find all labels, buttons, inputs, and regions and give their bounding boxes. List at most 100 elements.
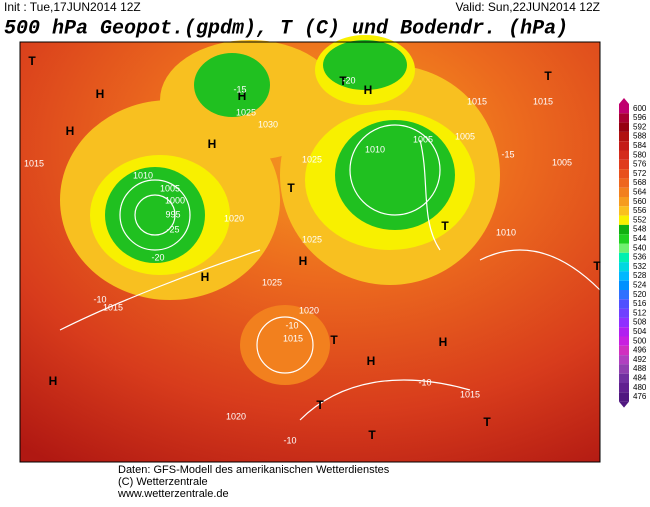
colorbar-cell	[619, 178, 629, 188]
pressure-center: T	[544, 69, 552, 83]
contour-label: 1015	[467, 96, 487, 106]
colorbar-label: 508	[633, 318, 647, 327]
colorbar-cell	[619, 290, 629, 300]
contour-label: -10	[285, 320, 298, 330]
contour-label: -10	[418, 377, 431, 387]
colorbar-label: 576	[633, 160, 647, 169]
footer-line: www.wetterzentrale.de	[117, 488, 229, 500]
contour-label: 1020	[226, 411, 246, 421]
colorbar-cell	[619, 271, 629, 281]
colorbar-cell	[619, 131, 629, 142]
pressure-center: H	[208, 137, 217, 151]
colorbar-label: 504	[633, 327, 647, 336]
colorbar-label: 512	[633, 308, 647, 317]
colorbar-cell	[619, 224, 629, 235]
pressure-center: H	[49, 374, 58, 388]
contour-label: 1015	[283, 333, 303, 343]
colorbar-cell	[619, 252, 629, 263]
colorbar-label: 556	[633, 206, 647, 215]
colorbar-label: 496	[633, 346, 647, 355]
pressure-center: T	[287, 181, 295, 195]
contour-label: 1015	[103, 302, 123, 312]
colorbar-cell	[619, 308, 629, 318]
colorbar-label: 484	[633, 373, 647, 382]
colorbar-label: 536	[633, 253, 647, 262]
colorbar-label: 580	[633, 150, 647, 159]
colorbar-label: 520	[633, 290, 647, 299]
valid-time: Valid: Sun,22JUN2014 12Z	[455, 0, 600, 14]
pressure-center: T	[339, 74, 347, 88]
colorbar-cell	[619, 122, 629, 132]
colorbar-cell	[619, 159, 629, 170]
pressure-center: H	[66, 124, 75, 138]
colorbar-label: 516	[633, 299, 647, 308]
contour-label: 1020	[299, 305, 319, 315]
pressure-center: T	[368, 428, 376, 442]
warm-zone	[240, 305, 330, 385]
colorbar-cell	[619, 141, 629, 151]
pressure-center: T	[593, 259, 601, 273]
contour-label: -10	[283, 435, 296, 445]
contour-label: 1025	[236, 107, 256, 117]
contour-label: 1010	[133, 170, 153, 180]
contour-label: 1010	[365, 144, 385, 154]
contour-label: 1005	[160, 183, 180, 193]
isobar	[134, 194, 176, 236]
colorbar-label: 564	[633, 187, 647, 196]
contour-label: -20	[342, 75, 355, 85]
colorbar-cell	[619, 317, 629, 328]
colorbar-label: 568	[633, 178, 647, 187]
contour-label: 1015	[24, 158, 44, 168]
pressure-center: T	[483, 415, 491, 429]
colorbar: 6005965925885845805765725685645605565525…	[619, 98, 647, 408]
contour-label: 1030	[258, 119, 278, 129]
colorbar-cell	[619, 373, 629, 383]
colorbar-cell	[619, 392, 629, 402]
colorbar-label: 560	[633, 197, 647, 206]
pressure-center: H	[299, 254, 308, 268]
footer-line: Daten: GFS-Modell des amerikanischen Wet…	[118, 464, 390, 476]
contour-label: 1005	[455, 131, 475, 141]
colorbar-label: 548	[633, 225, 647, 234]
colorbar-label: 552	[633, 215, 647, 224]
pressure-center: H	[238, 89, 247, 103]
colorbar-cell	[619, 383, 629, 393]
contour-label: -20	[151, 252, 164, 262]
colorbar-label: 488	[633, 364, 647, 373]
pressure-center: T	[28, 54, 36, 68]
colorbar-cell	[619, 187, 629, 197]
map-frame	[19, 41, 601, 463]
colorbar-cell	[619, 262, 629, 272]
pressure-center: H	[439, 335, 448, 349]
colorbar-cell	[619, 215, 629, 225]
colorbar-cell	[619, 327, 629, 337]
colorbar-label: 584	[633, 141, 647, 150]
pressure-center: H	[367, 354, 376, 368]
colorbar-label: 480	[633, 383, 647, 392]
colorbar-cell	[619, 234, 629, 244]
colorbar-cell	[619, 355, 629, 365]
contour-label: 1015	[460, 389, 480, 399]
contour-label: 995	[165, 209, 180, 219]
colorbar-cell	[619, 104, 629, 114]
pressure-center: H	[364, 83, 373, 97]
contour-label: 1005	[413, 134, 433, 144]
colorbar-label: 572	[633, 169, 647, 178]
contour-label: -25	[166, 224, 179, 234]
cold-pool	[335, 120, 455, 230]
contour-label: 1020	[224, 213, 244, 223]
colorbar-label: 532	[633, 262, 647, 271]
colorbar-label: 596	[633, 113, 647, 122]
contour-label: 1025	[302, 154, 322, 164]
contour-label: 1025	[302, 234, 322, 244]
footer-line: (C) Wetterzentrale	[118, 476, 208, 488]
cold-pool	[323, 40, 407, 90]
colorbar-cell	[619, 169, 629, 179]
colorbar-label: 524	[633, 280, 647, 289]
colorbar-arrow	[619, 401, 629, 408]
colorbar-label: 592	[633, 122, 647, 131]
colorbar-cell	[619, 206, 629, 216]
colorbar-cell	[619, 345, 629, 356]
title: 500 hPa Geopot.(gpdm), T (C) und Bodendr…	[4, 17, 568, 40]
contour-label: -15	[501, 149, 514, 159]
